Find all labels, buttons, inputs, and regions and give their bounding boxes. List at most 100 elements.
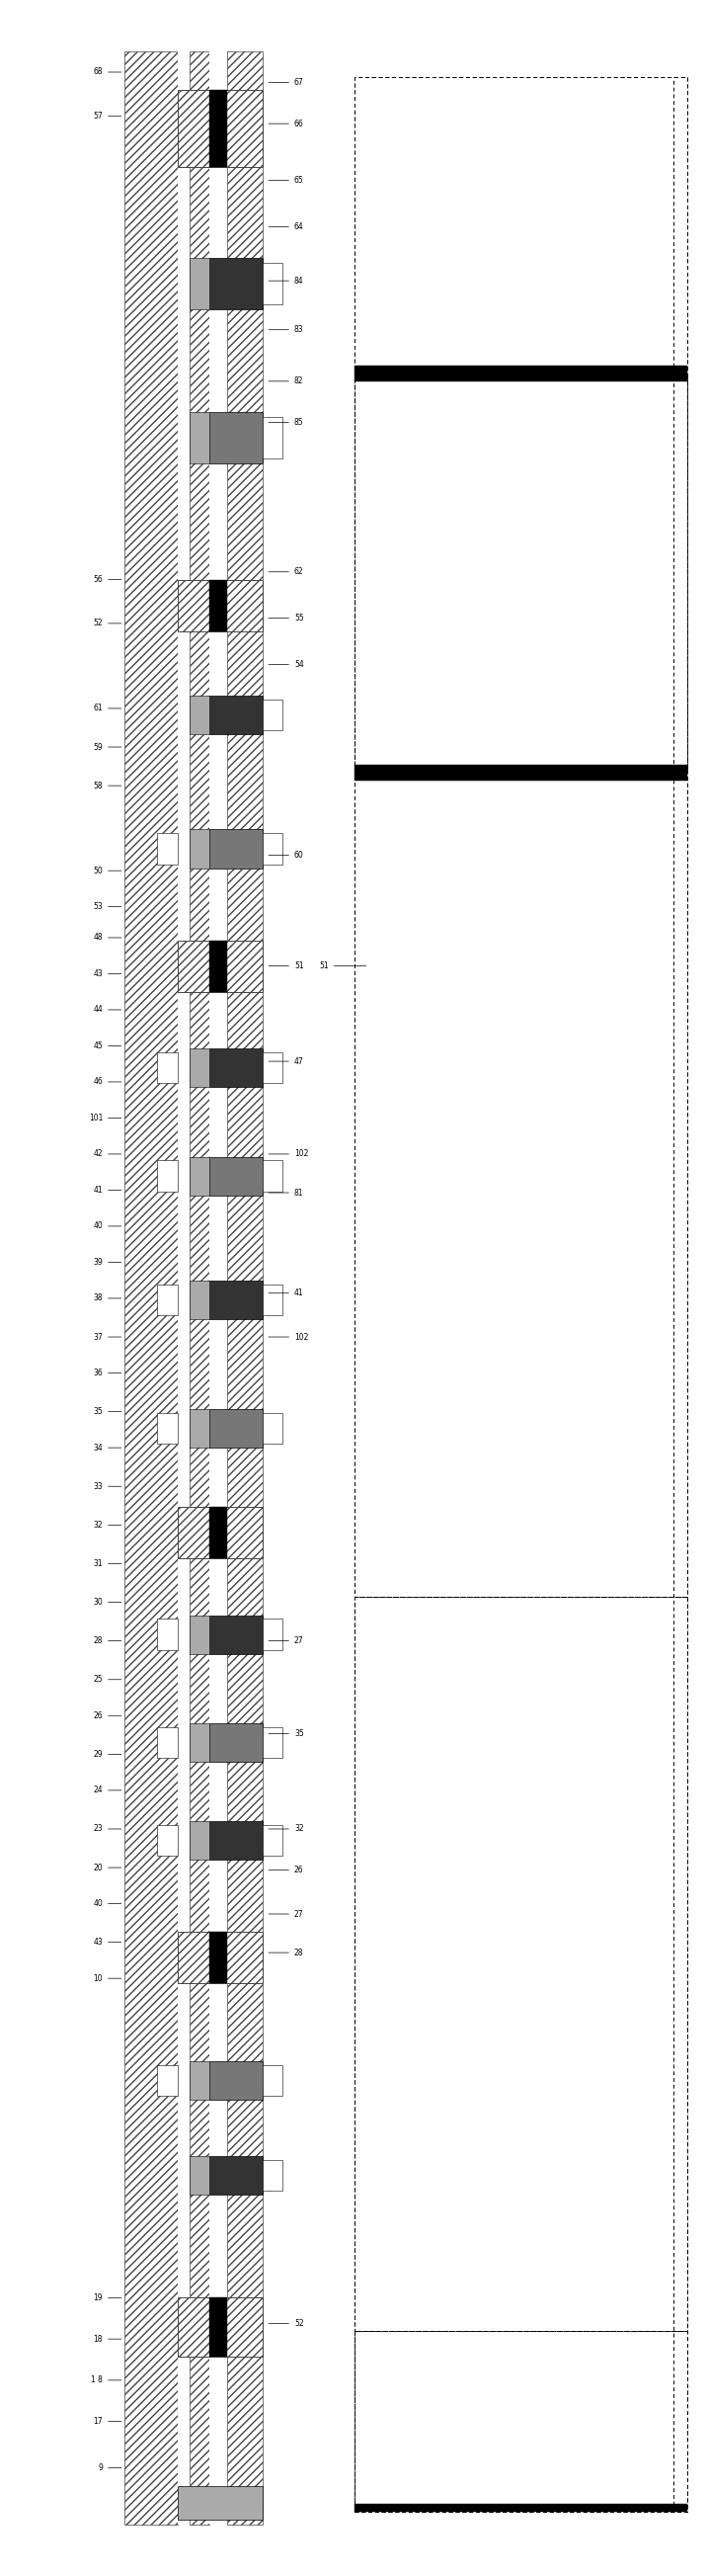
Bar	[190, 2156, 209, 2195]
Text: 52: 52	[269, 2318, 303, 2329]
Text: 40: 40	[93, 1221, 121, 1231]
Bar	[209, 829, 262, 868]
Bar	[157, 1620, 177, 1651]
Text: 48: 48	[94, 933, 121, 943]
Text: 26: 26	[269, 1865, 303, 1875]
Bar	[157, 1159, 177, 1190]
Bar	[190, 1157, 209, 1195]
Bar	[209, 52, 227, 2524]
Text: 57: 57	[93, 111, 121, 121]
Bar	[354, 374, 688, 773]
Text: 53: 53	[93, 902, 121, 912]
Bar	[209, 1157, 262, 1195]
Text: 35: 35	[269, 1728, 304, 1739]
Text: 68: 68	[94, 67, 121, 77]
Text: 66: 66	[269, 118, 304, 129]
Text: 102: 102	[269, 1332, 308, 1342]
Text: 27: 27	[269, 1909, 303, 1919]
Text: 43: 43	[93, 1937, 121, 1947]
Bar	[262, 1728, 282, 1759]
Text: 24: 24	[94, 1785, 121, 1795]
Text: 41: 41	[94, 1185, 121, 1195]
Bar	[209, 696, 262, 734]
Bar	[262, 832, 282, 863]
Bar	[354, 765, 688, 781]
Text: 58: 58	[94, 781, 121, 791]
Bar	[209, 412, 262, 464]
Text: 51: 51	[319, 961, 366, 971]
Bar	[209, 1821, 262, 1860]
Bar	[177, 2298, 262, 2357]
Bar	[177, 52, 190, 2524]
Text: 41: 41	[269, 1288, 303, 1298]
Bar	[262, 1824, 282, 1855]
Bar	[177, 2486, 262, 2519]
Bar	[157, 1283, 177, 1314]
Bar	[209, 1723, 262, 1762]
Bar	[190, 1821, 209, 1860]
Text: 61: 61	[94, 703, 121, 714]
Bar	[209, 1280, 262, 1319]
Text: 55: 55	[269, 613, 304, 623]
Text: 67: 67	[269, 77, 304, 88]
Bar	[209, 940, 227, 992]
Bar	[209, 1409, 262, 1448]
Bar	[209, 580, 227, 631]
Text: 17: 17	[94, 2416, 121, 2427]
Text: 37: 37	[93, 1332, 121, 1342]
Bar	[124, 52, 177, 2524]
Bar	[190, 2061, 209, 2099]
Bar	[209, 258, 262, 309]
Bar	[354, 77, 688, 374]
Bar	[157, 1412, 177, 1443]
Text: 51: 51	[269, 961, 303, 971]
Bar	[157, 1054, 177, 1084]
Bar	[262, 1159, 282, 1190]
Text: 59: 59	[93, 742, 121, 752]
Text: 45: 45	[93, 1041, 121, 1051]
Text: 47: 47	[269, 1056, 304, 1066]
Bar	[157, 2066, 177, 2097]
Bar	[190, 1280, 209, 1319]
Text: 36: 36	[93, 1368, 121, 1378]
Bar	[177, 1932, 262, 1984]
Text: 9: 9	[98, 2463, 121, 2473]
Bar	[354, 1597, 688, 2331]
Text: 19: 19	[94, 2293, 121, 2303]
Text: 82: 82	[269, 376, 303, 386]
Text: 85: 85	[269, 417, 303, 428]
Bar	[262, 263, 282, 304]
Text: 38: 38	[94, 1293, 121, 1303]
Bar	[262, 2159, 282, 2190]
Bar	[354, 2331, 688, 2512]
Text: 62: 62	[269, 567, 303, 577]
Bar	[262, 1412, 282, 1443]
Text: 43: 43	[93, 969, 121, 979]
Text: 33: 33	[93, 1481, 121, 1492]
Text: 46: 46	[93, 1077, 121, 1087]
Text: 35: 35	[93, 1406, 121, 1417]
Text: 28: 28	[94, 1636, 121, 1646]
Bar	[354, 77, 688, 2512]
Bar	[262, 1620, 282, 1651]
Text: 42: 42	[94, 1149, 121, 1159]
Text: 28: 28	[269, 1947, 303, 1958]
Bar	[262, 2066, 282, 2097]
Text: 56: 56	[93, 574, 121, 585]
Text: 26: 26	[94, 1710, 121, 1721]
Text: 64: 64	[269, 222, 304, 232]
Text: 54: 54	[269, 659, 304, 670]
Bar	[190, 1048, 209, 1087]
Bar	[190, 258, 209, 309]
Bar	[354, 2504, 688, 2512]
Bar	[354, 2331, 688, 2512]
Bar	[227, 52, 262, 2524]
Text: 20: 20	[94, 1862, 121, 1873]
Bar	[177, 90, 262, 167]
Text: 34: 34	[93, 1443, 121, 1453]
Bar	[262, 417, 282, 459]
Bar	[190, 412, 209, 464]
Text: 102: 102	[269, 1149, 308, 1159]
Bar	[262, 701, 282, 732]
Text: 10: 10	[94, 1973, 121, 1984]
